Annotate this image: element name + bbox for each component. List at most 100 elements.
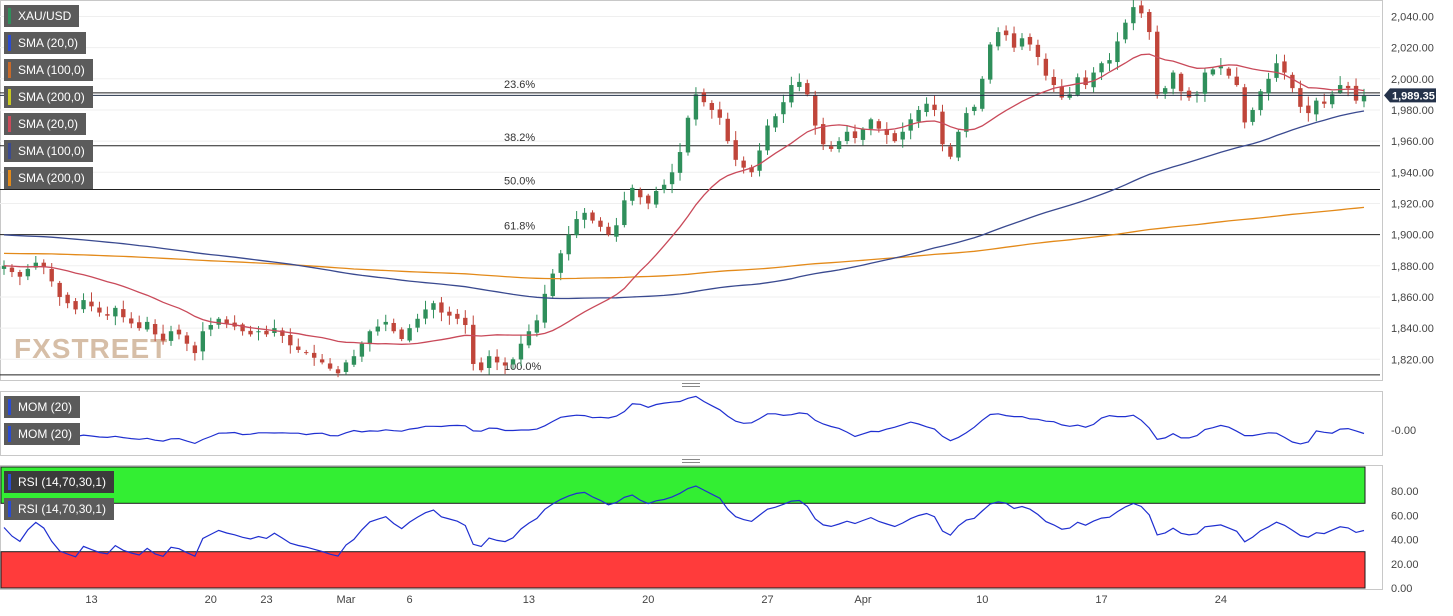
candle <box>407 324 412 343</box>
price-tick-label: 2,000.00 <box>1391 74 1434 86</box>
legend-sma-20-a[interactable]: SMA (20,0) <box>4 32 87 54</box>
legend-sma-20-b[interactable]: SMA (20,0) <box>4 113 87 135</box>
candle <box>582 208 587 229</box>
candle <box>1003 25 1009 41</box>
candle <box>57 280 62 306</box>
candle <box>773 113 778 132</box>
candle <box>1011 26 1017 52</box>
legend-mom-a[interactable]: MOM (20) <box>4 396 80 418</box>
date-tick-label: 27 <box>761 594 773 606</box>
candle <box>813 90 818 135</box>
legend-swatch <box>8 35 11 51</box>
candle <box>1330 90 1335 109</box>
date-tick-label: 6 <box>407 594 413 606</box>
candle <box>319 353 325 365</box>
legend-rsi-a[interactable]: RSI (14,70,30,1) <box>4 471 115 493</box>
sma-20-line <box>3 53 1365 345</box>
candle <box>1194 90 1200 103</box>
legend-swatch <box>8 399 11 415</box>
candle <box>948 143 953 160</box>
legend-label: SMA (100,0) <box>18 144 85 158</box>
sma-lines <box>3 53 1365 345</box>
legend-sma-100-a[interactable]: SMA (100,0) <box>4 59 93 81</box>
candle <box>757 143 762 177</box>
candle <box>995 27 1001 51</box>
candle <box>1155 25 1160 99</box>
candle <box>415 313 420 333</box>
legend-sma-100-b[interactable]: SMA (100,0) <box>4 140 93 162</box>
candle <box>1250 107 1255 126</box>
legend-mom-b[interactable]: MOM (20) <box>4 423 80 445</box>
candle <box>1043 53 1049 81</box>
candle <box>550 269 555 300</box>
candle <box>1337 76 1343 94</box>
candle <box>685 115 691 156</box>
legend-swatch <box>8 89 11 105</box>
candle <box>168 325 174 346</box>
candle <box>669 163 675 194</box>
candle <box>828 141 834 152</box>
candle <box>1266 72 1271 101</box>
rsi-tick-label: 0.00 <box>1391 583 1412 595</box>
candle <box>1019 33 1025 51</box>
date-tick-label: 13 <box>523 594 535 606</box>
candle <box>781 94 786 123</box>
date-tick-label: 20 <box>642 594 654 606</box>
candle <box>447 306 452 325</box>
candle <box>455 309 460 325</box>
candle <box>1314 97 1319 122</box>
candle <box>988 42 993 84</box>
candle <box>1035 39 1041 66</box>
candle <box>463 310 468 334</box>
panel-splitter-2[interactable] <box>682 459 700 463</box>
rsi-line <box>3 485 1365 558</box>
candle <box>590 210 595 224</box>
date-tick-label: 13 <box>85 594 97 606</box>
legend-swatch <box>8 62 11 78</box>
candle <box>359 341 365 362</box>
candle <box>479 357 484 373</box>
candle <box>518 334 524 367</box>
price-tick-label: 1,900.00 <box>1391 230 1434 242</box>
candle <box>1274 54 1279 82</box>
candle <box>805 79 810 97</box>
candle <box>1115 32 1120 70</box>
candle <box>606 222 611 237</box>
candle <box>494 349 500 371</box>
candle <box>311 344 317 366</box>
candle <box>940 104 945 152</box>
candle <box>1202 67 1208 102</box>
date-tick-label: 10 <box>976 594 988 606</box>
candle <box>304 349 309 355</box>
candle <box>89 292 94 312</box>
candle <box>1107 53 1112 72</box>
candle <box>932 95 937 117</box>
candle <box>144 316 150 332</box>
candle <box>677 143 683 181</box>
legend-swatch <box>8 8 11 24</box>
candle <box>653 186 659 208</box>
candle <box>1059 79 1064 100</box>
candle <box>820 117 826 151</box>
candle <box>1234 67 1239 87</box>
legend-swatch <box>8 116 11 132</box>
legend-xauusd[interactable]: XAU/USD <box>4 5 80 27</box>
candle <box>1123 19 1128 44</box>
legend-sma-200-b[interactable]: SMA (200,0) <box>4 167 93 189</box>
candle <box>868 117 874 136</box>
legend-label: MOM (20) <box>18 400 72 414</box>
legend-sma-200-a[interactable]: SMA (200,0) <box>4 86 93 108</box>
candle <box>200 322 206 361</box>
candle <box>693 87 699 126</box>
date-tick-label: 24 <box>1215 594 1227 606</box>
legend-rsi-b[interactable]: RSI (14,70,30,1) <box>4 498 115 520</box>
panel-splitter-1[interactable] <box>682 383 700 387</box>
candle <box>327 358 333 371</box>
price-axis: 1,820.00 1,840.00 1,860.00 1,880.00 1,900.00… <box>0 11 1436 366</box>
candle <box>964 107 969 138</box>
price-tick-label: 1,820.00 <box>1391 354 1434 366</box>
candle <box>184 332 190 352</box>
candle <box>1147 9 1152 40</box>
